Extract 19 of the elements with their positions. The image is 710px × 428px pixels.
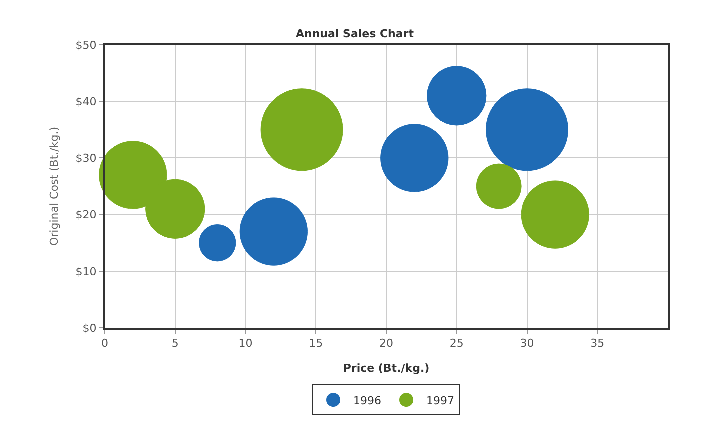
x-tick-label: 0 bbox=[102, 337, 108, 350]
x-tick-label: 10 bbox=[238, 337, 253, 350]
y-axis-title: Original Cost (Bt./kg.) bbox=[48, 127, 61, 246]
x-tick-label: 25 bbox=[450, 337, 464, 350]
x-tick-label: 20 bbox=[380, 337, 394, 350]
y-tick-label: $0 bbox=[82, 322, 97, 335]
x-tick-label: 5 bbox=[172, 337, 179, 350]
y-tick-label: $30 bbox=[76, 152, 97, 166]
x-axis-title: Price (Bt./kg.) bbox=[343, 362, 430, 375]
legend-label: 1997 bbox=[426, 394, 454, 408]
x-tick-label: 30 bbox=[520, 337, 534, 350]
legend-label: 1996 bbox=[354, 394, 382, 408]
y-tick-label: $50 bbox=[76, 38, 97, 52]
y-tick-label: $40 bbox=[76, 95, 97, 108]
y-tick-label: $20 bbox=[76, 208, 97, 222]
y-tick-label: $10 bbox=[76, 265, 97, 278]
x-tick-label: 15 bbox=[309, 337, 324, 350]
x-tick-label: 35 bbox=[590, 337, 605, 350]
chart-title: Annual Sales Chart bbox=[296, 28, 414, 41]
